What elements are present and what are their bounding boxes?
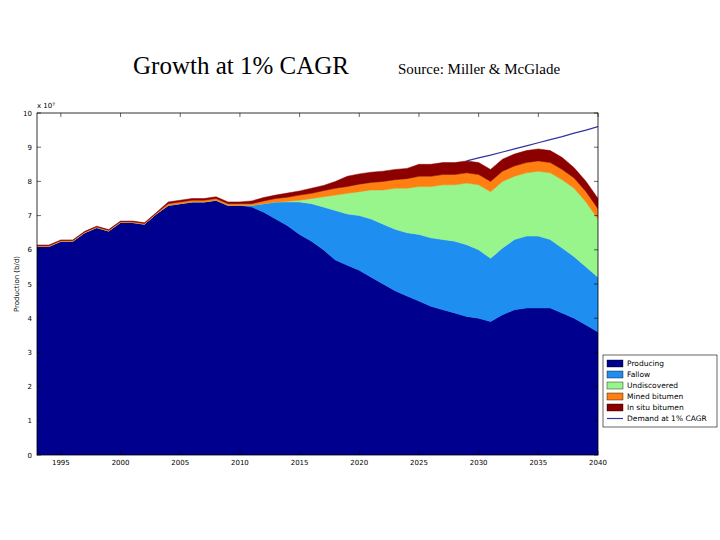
y-tick-label: 10 <box>23 110 32 118</box>
axis-multiplier: x 10⁷ <box>37 102 55 110</box>
y-tick <box>37 386 41 387</box>
y-tick-label: 0 <box>28 452 32 460</box>
y-tick <box>37 352 41 353</box>
x-tick <box>60 451 61 455</box>
x-tick-label: 2000 <box>112 459 130 467</box>
legend-swatch <box>607 382 623 389</box>
x-tick <box>299 113 300 117</box>
y-tick <box>37 455 41 456</box>
y-tick <box>594 420 598 421</box>
x-tick <box>60 113 61 117</box>
chart-root: Growth at 1% CAGR Source: Miller & McGlad… <box>0 0 720 540</box>
plot-frame <box>37 113 598 455</box>
x-tick <box>120 451 121 455</box>
legend-label: Mined bitumen <box>627 392 684 401</box>
x-tick <box>180 451 181 455</box>
x-tick <box>359 113 360 117</box>
legend-swatch <box>607 393 623 400</box>
y-tick <box>37 215 41 216</box>
y-tick <box>594 352 598 353</box>
x-tick-label: 1995 <box>52 459 70 467</box>
y-tick-label: 1 <box>28 417 32 425</box>
legend-label: In situ bitumen <box>627 403 684 412</box>
legend-swatch <box>607 418 623 419</box>
y-tick <box>37 181 41 182</box>
x-tick-label: 2035 <box>529 459 547 467</box>
y-tick <box>594 249 598 250</box>
x-tick <box>180 113 181 117</box>
plot-area <box>37 127 598 455</box>
x-tick-label: 2025 <box>410 459 428 467</box>
chart: Growth at 1% CAGR Source: Miller & McGlad… <box>0 0 720 540</box>
area-series <box>37 149 598 246</box>
x-tick <box>418 113 419 117</box>
x-tick <box>598 113 599 117</box>
y-tick-label: 8 <box>28 178 32 186</box>
legend-swatch <box>607 371 623 378</box>
legend-label: Producing <box>627 359 664 368</box>
y-tick-label: 6 <box>28 246 33 254</box>
legend: Producing Fallow Undiscovered Mined bitumen… <box>603 355 717 427</box>
x-tick <box>598 451 599 455</box>
x-tick <box>418 451 419 455</box>
y-tick-label: 3 <box>28 349 32 357</box>
y-tick <box>594 386 598 387</box>
legend-label: Fallow <box>627 370 650 379</box>
subtitle: Source: Miller & McGlade <box>398 61 560 77</box>
y-tick-label: 2 <box>28 383 32 391</box>
x-tick <box>538 451 539 455</box>
x-tick <box>478 113 479 117</box>
x-tick <box>239 113 240 117</box>
x-tick <box>239 451 240 455</box>
x-tick-label: 2040 <box>589 459 607 467</box>
x-tick <box>538 113 539 117</box>
title: Growth at 1% CAGR <box>133 52 349 79</box>
y-tick-label: 9 <box>28 144 32 152</box>
legend-box <box>603 355 717 427</box>
x-tick <box>299 451 300 455</box>
y-tick <box>594 284 598 285</box>
legend-label: Demand at 1% CAGR <box>627 414 707 423</box>
y-tick <box>37 420 41 421</box>
x-tick-label: 2020 <box>350 459 368 467</box>
area-series <box>37 161 598 247</box>
x-tick-label: 2030 <box>470 459 488 467</box>
plot-background <box>37 113 598 455</box>
y-axis-label: Production (b/d) <box>13 256 21 312</box>
y-tick <box>37 249 41 250</box>
legend-swatch <box>607 404 623 411</box>
y-tick <box>594 181 598 182</box>
y-tick <box>594 455 598 456</box>
y-tick <box>594 147 598 148</box>
x-tick <box>478 451 479 455</box>
x-tick-label: 2015 <box>291 459 309 467</box>
y-tick <box>594 318 598 319</box>
legend-label: Undiscovered <box>627 381 678 390</box>
x-tick <box>120 113 121 117</box>
y-tick-label: 7 <box>28 212 32 220</box>
y-tick-label: 5 <box>28 281 32 289</box>
y-tick <box>37 318 41 319</box>
x-tick-label: 2005 <box>171 459 189 467</box>
x-tick <box>359 451 360 455</box>
legend-swatch <box>607 360 623 367</box>
y-tick <box>594 215 598 216</box>
y-tick <box>594 113 598 114</box>
x-tick-label: 2010 <box>231 459 249 467</box>
y-tick <box>37 113 41 114</box>
y-tick-label: 4 <box>28 315 33 323</box>
y-tick <box>37 284 41 285</box>
y-tick <box>37 147 41 148</box>
line-series <box>467 127 598 161</box>
